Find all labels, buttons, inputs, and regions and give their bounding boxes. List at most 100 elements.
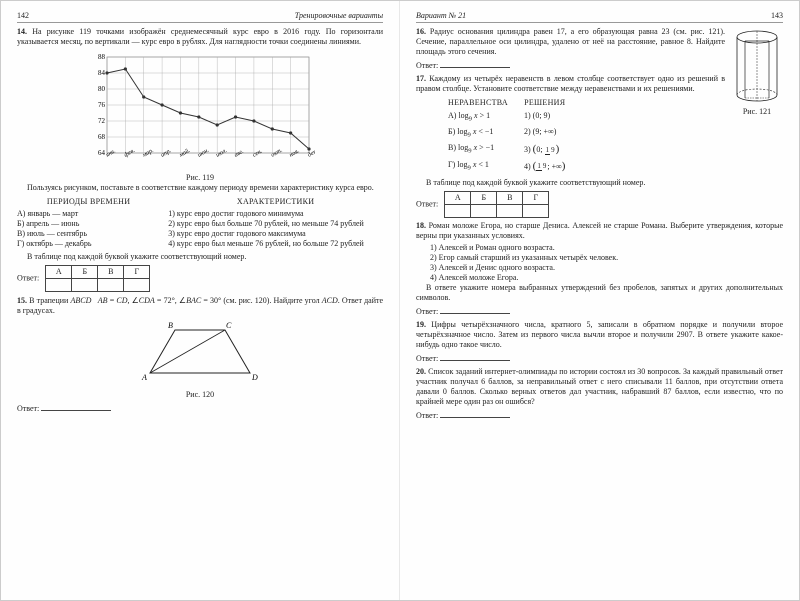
chart-119: 64687276808488янв.фев.мар.апр.май.июн.ию… (85, 51, 315, 183)
answer-label-20: Ответ: (416, 411, 438, 420)
svg-text:88: 88 (98, 53, 106, 61)
svg-text:окт.: окт. (270, 147, 284, 159)
period-item: В) июль — сентябрь (17, 229, 160, 239)
task-14: 14. На рисунке 119 точками изображён сре… (17, 27, 383, 47)
task-20: 20. Список заданий интернет-олимпиады по… (416, 367, 783, 407)
ans-cell (471, 205, 497, 218)
svg-text:68: 68 (98, 133, 106, 141)
ineq-a: А) log9 x > 1 (448, 111, 522, 125)
svg-text:июн.: июн. (196, 147, 210, 159)
ans-header: А (46, 266, 72, 279)
t18-option: 2) Егор самый старший из указанных четыр… (430, 253, 783, 263)
svg-text:фев.: фев. (123, 147, 136, 159)
ans-cell (46, 279, 72, 292)
svg-text:80: 80 (98, 85, 106, 93)
ans-header: В (497, 192, 523, 205)
ans-cell (523, 205, 549, 218)
svg-text:D: D (251, 373, 258, 382)
sol-2: 2) (9; +∞) (524, 127, 579, 141)
ans-header: Б (72, 266, 98, 279)
task-15-num: 15. (17, 296, 27, 305)
trapezoid-caption: Рис. 120 (130, 390, 270, 400)
task-14-instr: Пользуясь рисунком, поставьте в соответс… (17, 183, 383, 193)
task-17: 17. Каждому из четырёх неравенств в лево… (416, 74, 783, 94)
svg-text:A: A (141, 373, 147, 382)
chart-svg: 64687276808488янв.фев.мар.апр.май.июн.ию… (85, 51, 315, 171)
task-20-text: Список заданий интернет-олимпиады по ист… (416, 367, 783, 406)
answer-label-19: Ответ: (416, 354, 438, 363)
svg-text:авг.: авг. (233, 148, 245, 159)
task-20-answer: Ответ: (416, 410, 783, 421)
periods-col: ПЕРИОДЫ ВРЕМЕНИ А) январь — мартБ) апрел… (17, 195, 160, 249)
answer-table-14: АБВГ (45, 265, 150, 292)
svg-text:мар.: мар. (140, 147, 154, 159)
task-16: 16. Радиус основания цилиндра равен 17, … (416, 27, 783, 57)
char-item: 3) курс евро достиг годового максимума (168, 229, 383, 239)
task-15: 15. В трапеции ABCD AB = CD, ∠CDA = 72°,… (17, 296, 383, 316)
task-17-num: 17. (416, 74, 426, 83)
task-20-num: 20. (416, 367, 426, 376)
period-item: А) январь — март (17, 209, 160, 219)
task-17-table: НЕРАВЕНСТВА РЕШЕНИЯ А) log9 x > 11) (0; … (446, 96, 581, 176)
svg-text:72: 72 (98, 117, 106, 125)
chars-title: ХАРАКТЕРИСТИКИ (168, 197, 383, 207)
char-item: 4) курс евро был меньше 76 рублей, но бо… (168, 239, 383, 249)
page-number-left: 142 (17, 11, 29, 21)
ans-cell (72, 279, 98, 292)
ans-cell (124, 279, 150, 292)
task-14-columns: ПЕРИОДЫ ВРЕМЕНИ А) январь — мартБ) апрел… (17, 195, 383, 249)
answer-label-18: Ответ: (416, 307, 438, 316)
answer-label-14: Ответ: (17, 273, 39, 282)
task-17-text: Каждому из четырёх неравенств в левом ст… (416, 74, 725, 93)
sol-3: 3) (0; 19) (524, 143, 579, 158)
page-142: 142 Тренировочные варианты 14. На рисунк… (1, 1, 400, 600)
task-14-answer: Ответ: АБВГ (17, 265, 383, 292)
task-14-table-instr: В таблице под каждой буквой укажите соот… (17, 252, 383, 262)
svg-text:сен.: сен. (251, 148, 263, 159)
header-left: 142 Тренировочные варианты (17, 11, 383, 23)
task-18: 18. Роман моложе Егора, но старше Дениса… (416, 221, 783, 241)
ineq-c: В) log9 x > −1 (448, 143, 522, 158)
t18-option: 1) Алексей и Роман одного возраста. (430, 243, 783, 253)
answer-blank-16 (440, 60, 510, 68)
chart-caption: Рис. 119 (85, 173, 315, 183)
task-15-text: В трапеции ABCD AB = CD, ∠CDA = 72°, ∠BA… (17, 296, 383, 315)
header-title-right: Вариант № 21 (416, 11, 466, 21)
svg-text:ноя.: ноя. (288, 147, 301, 158)
task-14-num: 14. (17, 27, 27, 36)
chars-col: ХАРАКТЕРИСТИКИ 1) курс евро достиг годов… (168, 195, 383, 249)
svg-text:84: 84 (98, 69, 106, 77)
task-19-text: Цифры четырёхзначного числа, кратного 5,… (416, 320, 783, 349)
task-19: 19. Цифры четырёхзначного числа, кратног… (416, 320, 783, 350)
task-17-table-instr: В таблице под каждой буквой укажите соот… (416, 178, 783, 188)
svg-text:апр.: апр. (160, 147, 173, 158)
answer-label-17: Ответ: (416, 200, 438, 209)
ans-cell (497, 205, 523, 218)
task-19-num: 19. (416, 320, 426, 329)
char-item: 2) курс евро был больше 70 рублей, но ме… (168, 219, 383, 229)
ineq-title: НЕРАВЕНСТВА (448, 98, 522, 109)
ans-cell (445, 205, 471, 218)
ans-cell (98, 279, 124, 292)
answer-blank-20 (440, 410, 510, 418)
ineq-d: Г) log9 x < 1 (448, 160, 522, 175)
svg-text:B: B (168, 321, 173, 330)
task-19-answer: Ответ: (416, 353, 783, 364)
task-16-num: 16. (416, 27, 426, 36)
svg-text:76: 76 (98, 101, 106, 109)
answer-blank-18 (440, 306, 510, 314)
task-16-text: Радиус основания цилиндра равен 17, а ег… (416, 27, 725, 56)
answer-table-17: АБВГ (444, 191, 549, 218)
page-143: Вариант № 21 143 Рис. 121 16. Радиус осн… (400, 1, 799, 600)
sol-1: 1) (0; 9) (524, 111, 579, 125)
svg-text:C: C (226, 321, 232, 330)
trapezoid-figure: A D C B Рис. 120 (130, 318, 270, 400)
sol-4: 4) (19; +∞) (524, 160, 579, 175)
task-18-num: 18. (416, 221, 426, 230)
header-title-left: Тренировочные варианты (295, 11, 383, 21)
svg-text:янв.: янв. (104, 148, 117, 160)
page-number-right: 143 (771, 11, 783, 21)
task-14-text: На рисунке 119 точками изображён среднем… (17, 27, 383, 46)
answer-blank-19 (440, 353, 510, 361)
period-item: Г) октябрь — декабрь (17, 239, 160, 249)
